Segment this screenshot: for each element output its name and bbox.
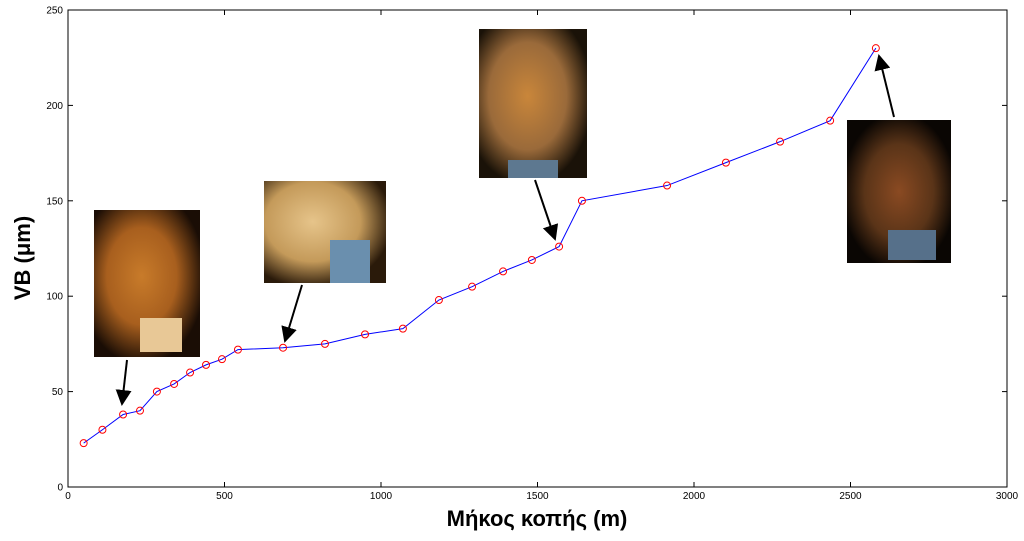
y-tick-label: 150	[46, 196, 63, 207]
photo-detail	[330, 240, 370, 283]
photo-detail	[888, 230, 936, 260]
x-tick-label: 0	[65, 491, 71, 502]
x-axis-label: Μήκος κοπής (m)	[447, 506, 628, 531]
y-tick-label: 50	[52, 387, 64, 398]
chart: 050010001500200025003000050100150200250 …	[0, 0, 1024, 541]
y-axis-label: VB (μm)	[10, 216, 35, 300]
photo	[479, 29, 587, 178]
x-tick-label: 1000	[370, 491, 393, 502]
x-tick-label: 2500	[839, 491, 862, 502]
y-tick-label: 250	[46, 6, 63, 17]
x-tick-label: 1500	[526, 491, 549, 502]
x-tick-label: 3000	[996, 491, 1019, 502]
y-tick-label: 0	[57, 483, 63, 494]
photo-detail	[508, 160, 558, 178]
x-tick-label: 500	[216, 491, 233, 502]
photo-detail	[140, 318, 182, 352]
y-tick-label: 100	[46, 292, 63, 303]
x-tick-label: 2000	[683, 491, 706, 502]
y-tick-label: 200	[46, 101, 63, 112]
